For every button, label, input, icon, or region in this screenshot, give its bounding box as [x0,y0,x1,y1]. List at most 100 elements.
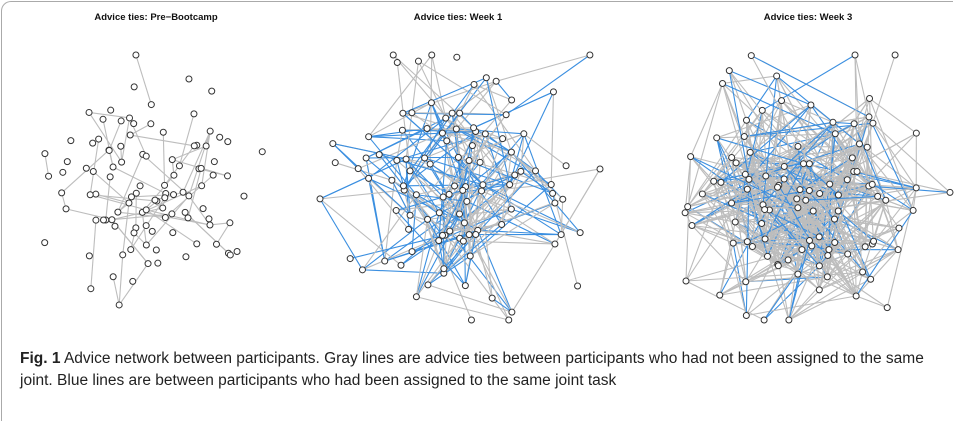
participant-node [845,251,851,257]
participant-node [87,192,93,198]
advice-tie [691,157,714,182]
participant-node [118,143,124,149]
edges [685,55,950,320]
participant-node [781,176,787,182]
participant-node [206,216,212,222]
participant-node [469,143,475,149]
participant-node [96,136,102,142]
advice-tie [512,244,555,312]
panel-title: Advice ties: Week 1 [414,12,503,23]
participant-node [763,173,769,179]
participant-node [128,247,134,253]
participant-node [471,81,477,87]
participant-node [883,197,889,203]
participant-node [130,278,136,284]
participant-node [355,166,361,172]
participant-node [499,222,505,228]
participant-node [799,247,805,253]
participant-node [394,59,400,65]
participant-node [148,121,154,127]
participant-node [145,261,151,267]
participant-node [849,155,855,161]
participant-node [460,238,466,244]
participant-node [477,159,483,165]
participant-node [88,286,94,292]
participant-node [732,219,738,225]
participant-node [110,274,116,280]
participant-node [801,161,807,167]
participant-node [785,257,791,263]
participant-node [832,239,838,245]
participant-node [775,263,781,269]
participant-node [399,127,405,133]
participant-node [106,147,112,153]
participant-node [409,110,415,116]
participant-node [895,247,901,253]
same-joint-tie [362,270,443,273]
participant-node [743,279,749,285]
participant-node [761,317,767,323]
participant-node [852,52,858,58]
participant-node [160,129,166,135]
participant-node [503,112,509,118]
participant-node [824,274,830,280]
participant-node [115,209,121,215]
participant-node [182,209,188,215]
same-joint-tie [506,55,590,115]
participant-node [162,195,168,201]
participant-node [825,252,831,258]
same-joint-tie [320,199,362,270]
participant-node [718,179,724,185]
participant-node [186,193,192,199]
participant-node [444,138,450,144]
participant-node [733,160,739,166]
participant-node [808,102,814,108]
participant-node [317,196,323,202]
participant-node [892,52,898,58]
participant-node [443,115,449,121]
participant-node [457,211,463,217]
same-joint-tie [450,231,512,312]
participant-node [119,159,125,165]
participant-node [816,263,822,269]
participant-node [143,207,149,213]
caption: Fig. 1 Advice network between participan… [20,348,945,392]
participant-node [413,294,419,300]
participant-node [741,134,747,140]
participant-node [797,187,803,193]
participant-node [171,192,177,198]
participant-node [127,132,133,138]
participant-node [795,205,801,211]
participant-node [457,110,463,116]
participant-node [826,247,832,253]
advice-tie [136,55,151,105]
participant-node [128,194,134,200]
participant-node [453,126,459,132]
advice-tie [688,83,723,206]
advice-tie [113,277,119,305]
participant-node [467,253,473,259]
participant-node [699,191,705,197]
participant-node [844,177,850,183]
participant-node [729,200,735,206]
participant-node [832,131,838,137]
participant-node [480,182,486,188]
participant-node [577,230,583,236]
participant-node [407,168,413,174]
participant-node [550,89,556,95]
participant-node [597,166,603,172]
participant-node [100,217,106,223]
participant-node [688,154,694,160]
participant-node [817,191,823,197]
participant-node [913,130,919,136]
participant-node [779,98,785,104]
participant-node [127,115,133,121]
participant-node [118,118,124,124]
same-joint-tie [729,71,811,105]
participant-node [363,155,369,161]
participant-node [413,192,419,198]
participant-node [393,207,399,213]
participant-node [210,172,216,178]
participant-node [507,182,513,188]
